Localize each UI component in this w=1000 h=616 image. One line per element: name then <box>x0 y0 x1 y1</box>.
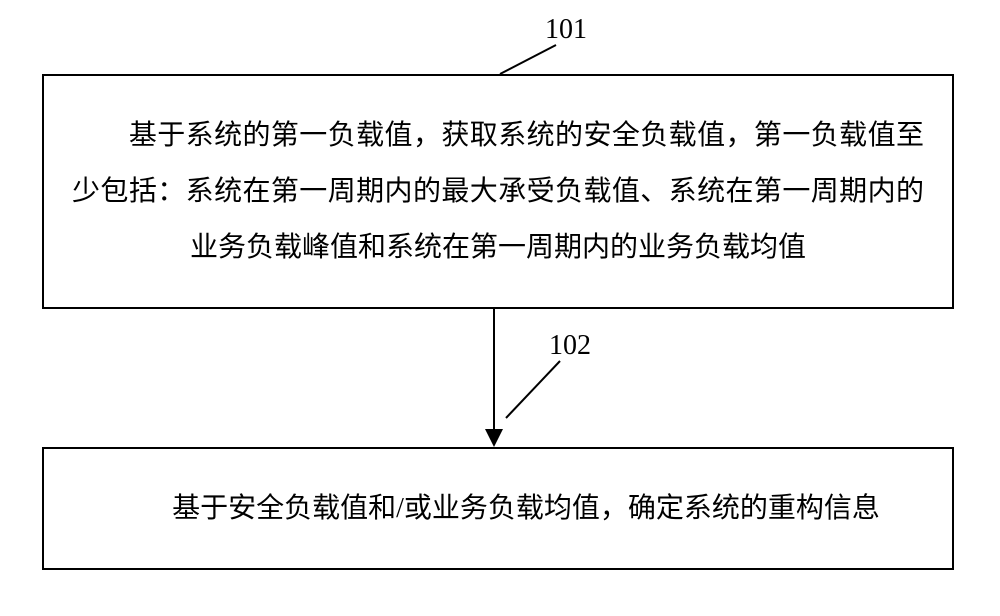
flowchart-canvas: 基于系统的第一负载值，获取系统的安全负载值，第一负载值至少包括：系统在第一周期内… <box>0 0 1000 616</box>
flowchart-step-102-text: 基于安全负载值和/或业务负载均值，确定系统的重构信息 <box>88 469 908 549</box>
flowchart-step-102: 基于安全负载值和/或业务负载均值，确定系统的重构信息 <box>42 447 954 570</box>
flowchart-connector <box>493 309 495 429</box>
flowchart-step-101-label: 101 <box>545 14 587 46</box>
flowchart-step-102-label: 102 <box>549 330 591 362</box>
flowchart-arrow-down-icon <box>485 429 503 447</box>
flowchart-step-101: 基于系统的第一负载值，获取系统的安全负载值，第一负载值至少包括：系统在第一周期内… <box>42 74 954 309</box>
flowchart-step-101-text: 基于系统的第一负载值，获取系统的安全负载值，第一负载值至少包括：系统在第一周期内… <box>44 96 952 288</box>
